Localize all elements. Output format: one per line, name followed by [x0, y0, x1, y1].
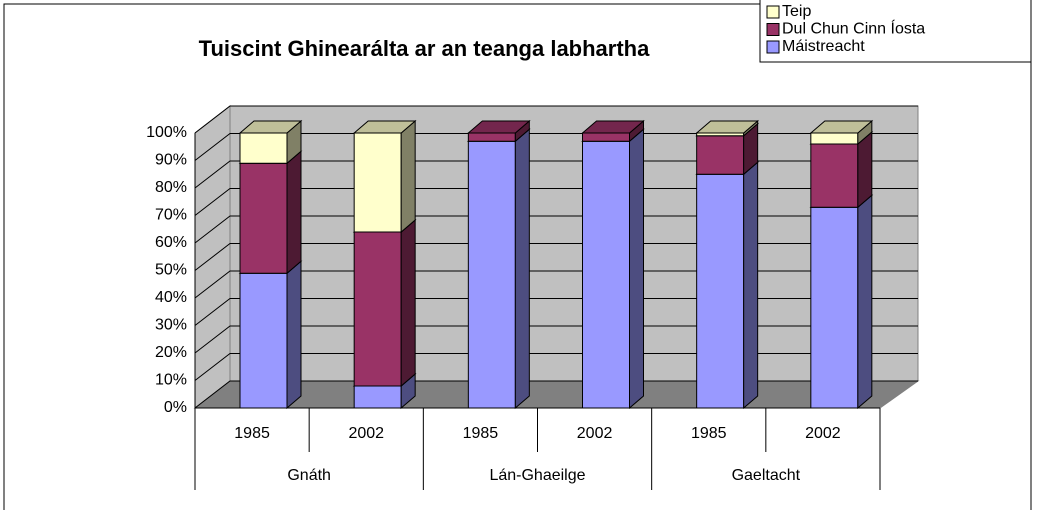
bar — [696, 173, 745, 409]
bar — [582, 132, 630, 142]
bar-segment — [809, 194, 874, 410]
bar-side — [857, 130, 873, 209]
bar-side — [629, 128, 644, 410]
bar-segment — [352, 119, 417, 234]
y-tick-label: 100% — [146, 124, 187, 141]
bar — [810, 132, 859, 145]
legend-box — [759, 0, 1032, 63]
x-tick-label: 2002 — [805, 425, 841, 442]
y-tick-label: 0% — [164, 399, 187, 416]
bar-side — [286, 150, 302, 275]
floor — [193, 380, 920, 409]
bar-side — [857, 194, 873, 410]
y-tick-label: 20% — [155, 344, 187, 361]
bar-segment — [466, 128, 531, 410]
bar-side — [743, 161, 759, 410]
x-tick-label: 2002 — [348, 425, 384, 442]
bar — [239, 272, 288, 409]
bar-segment — [581, 128, 645, 410]
legend-swatch — [766, 23, 780, 36]
bar-top — [809, 120, 874, 134]
bar-segment — [352, 218, 417, 388]
bar-top — [238, 120, 303, 134]
bar-segment — [809, 119, 874, 146]
bar-segment — [238, 119, 303, 165]
x-tick-label: 1985 — [691, 425, 727, 442]
bar — [239, 162, 288, 274]
grid-line — [194, 325, 918, 354]
y-tick-label: 60% — [155, 234, 187, 251]
chart-title: Tuiscint Ghinearálta ar an teanga labhar… — [199, 36, 650, 61]
bar-segment — [238, 150, 303, 275]
bar-top — [695, 120, 760, 134]
grid-line — [194, 353, 918, 381]
group-label: Lán-Ghaeilge — [489, 467, 585, 484]
bar — [467, 140, 516, 409]
chart-border — [3, 3, 1032, 510]
bar — [696, 135, 745, 175]
bar — [810, 143, 859, 208]
legend-label: Teip — [782, 3, 811, 20]
legend-label: Máistreacht — [782, 38, 865, 55]
grid-line — [194, 270, 918, 299]
x-tick-label: 2002 — [577, 425, 613, 442]
bar-side — [514, 128, 530, 410]
bar-segment — [238, 260, 303, 410]
bar — [810, 206, 859, 409]
grid-line — [194, 133, 918, 161]
bar-segment — [695, 119, 760, 137]
y-tick-label: 50% — [155, 262, 187, 279]
x-tick-label: 1985 — [463, 425, 499, 442]
legend-swatch — [766, 5, 780, 19]
bar-side — [400, 218, 416, 388]
bar-side — [286, 260, 302, 410]
bar-top — [352, 120, 417, 134]
bar — [239, 132, 288, 164]
grid-line — [194, 188, 918, 216]
y-tick-label: 70% — [155, 207, 187, 224]
legend-swatch — [766, 40, 780, 54]
y-tick-label: 80% — [155, 179, 187, 196]
y-tick-label: 40% — [155, 289, 187, 306]
bar — [353, 231, 402, 387]
bar — [582, 140, 630, 409]
bar-segment — [581, 119, 645, 143]
x-tick-label: 1985 — [234, 425, 270, 442]
grid-line — [194, 215, 918, 244]
grid-line — [194, 160, 918, 189]
bar-top — [581, 120, 645, 134]
bar-segment — [695, 161, 760, 410]
bar-segment — [466, 119, 531, 143]
y-tick-label: 90% — [155, 152, 187, 169]
y-tick-label: 10% — [155, 372, 187, 389]
group-label: Gnáth — [287, 467, 331, 484]
grid-line — [194, 380, 918, 409]
bar-side — [400, 119, 416, 234]
group-label: Gaeltacht — [732, 467, 801, 484]
grid-line — [194, 298, 918, 326]
legend-label: Dul Chun Cinn Íosta — [782, 19, 925, 38]
bar — [353, 385, 402, 409]
bar-top — [466, 120, 531, 134]
grid-line — [194, 105, 918, 134]
bar — [353, 132, 402, 233]
y-tick-label: 30% — [155, 317, 187, 334]
grid-line — [194, 243, 918, 271]
bar — [467, 132, 516, 142]
